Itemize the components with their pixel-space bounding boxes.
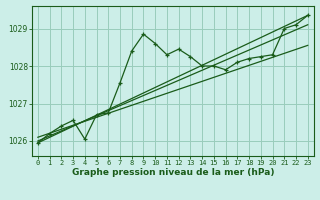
X-axis label: Graphe pression niveau de la mer (hPa): Graphe pression niveau de la mer (hPa): [72, 168, 274, 177]
